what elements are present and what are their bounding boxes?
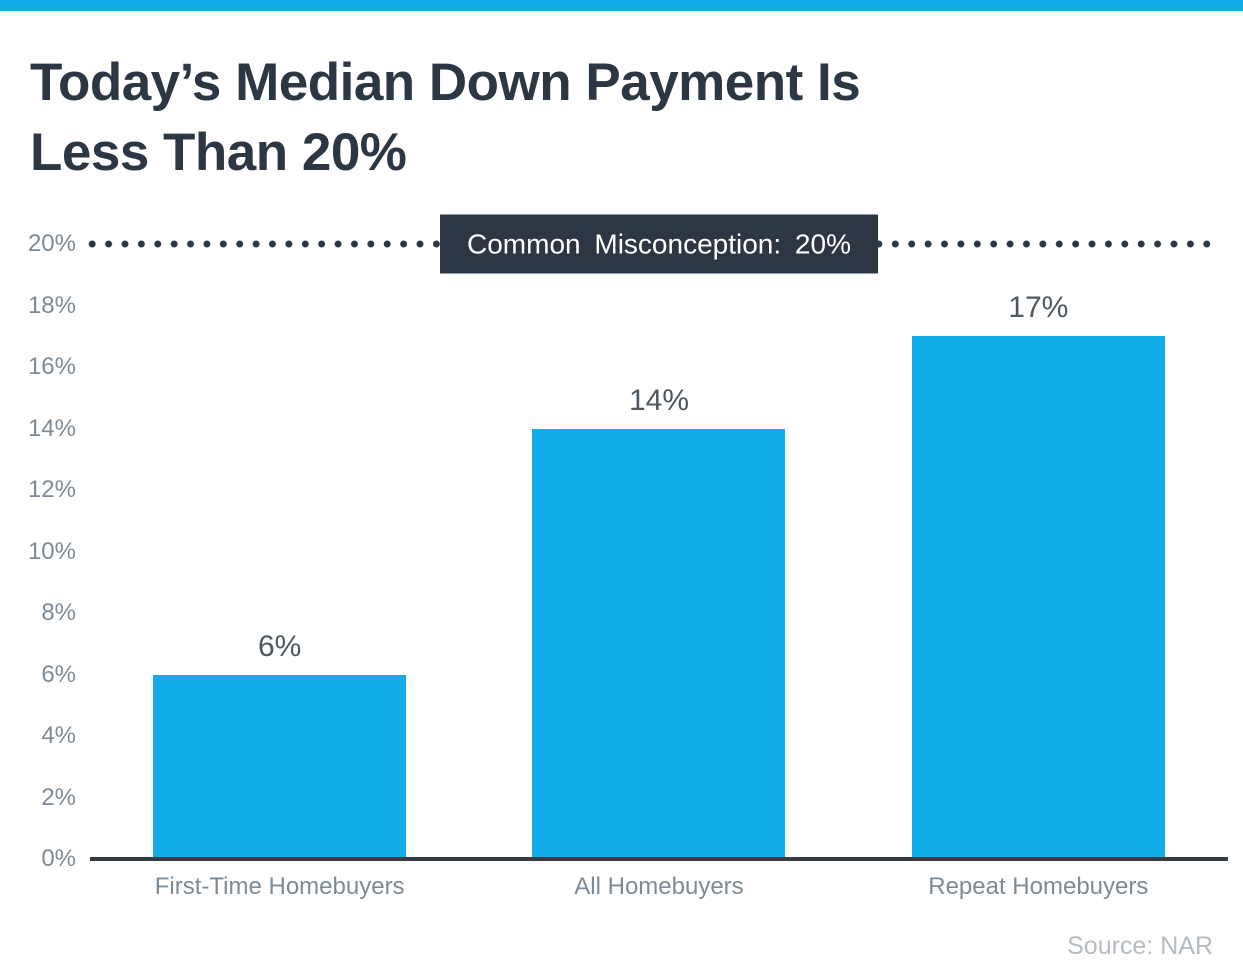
x-axis-line: [90, 857, 1228, 861]
top-accent-bar: [0, 0, 1243, 11]
y-axis-tick-label: 8%: [41, 599, 76, 626]
plot-area: Common Misconception: 20% 6% 14% 17%: [84, 214, 1228, 861]
y-axis-labels: 0% 2% 4% 6% 8% 10% 12% 14% 16% 18% 20%: [0, 230, 76, 872]
bar: [911, 336, 1165, 859]
bar-column: 6%: [90, 244, 469, 859]
bar-value-label: 6%: [257, 629, 302, 663]
bar: [532, 428, 786, 859]
x-axis-category-label: Repeat Homebuyers: [928, 873, 1149, 900]
y-axis-tick-label: 16%: [27, 353, 76, 380]
y-axis-tick-label: 4%: [41, 722, 76, 749]
page-title-line-1: Today’s Median Down Payment Is: [30, 53, 861, 112]
bar-column: 17%: [849, 244, 1228, 859]
x-axis-category-label: All Homebuyers: [574, 873, 744, 900]
y-axis-tick-label: 12%: [27, 476, 76, 503]
bar-value-label: 14%: [628, 383, 690, 417]
x-axis-category-label: First-Time Homebuyers: [154, 873, 405, 900]
y-axis-tick-label: 14%: [27, 414, 76, 442]
x-axis-labels: First-Time Homebuyers All Homebuyers Repea…: [90, 873, 1228, 901]
misconception-annotation: Common Misconception: 20%: [440, 214, 878, 274]
bar-column: 14%: [469, 244, 848, 859]
bar: [153, 674, 407, 859]
bar-value-label: 17%: [1008, 291, 1069, 325]
page-title: Today’s Median Down Payment Is Less Than…: [30, 48, 861, 188]
y-axis-tick-label: 10%: [27, 537, 76, 565]
y-axis-tick-label: 0%: [41, 845, 76, 872]
misconception-annotation-label: Common Misconception: 20%: [467, 228, 851, 259]
y-axis-tick-label: 20%: [27, 230, 76, 257]
y-axis-tick-label: 6%: [41, 660, 76, 688]
y-axis-tick-label: 18%: [27, 291, 76, 319]
source-attribution: Source: NAR: [1067, 932, 1213, 960]
bars: 6% 14% 17%: [90, 244, 1228, 859]
page-title-line-2: Less Than 20%: [30, 123, 407, 182]
y-axis-tick-label: 2%: [41, 783, 76, 811]
